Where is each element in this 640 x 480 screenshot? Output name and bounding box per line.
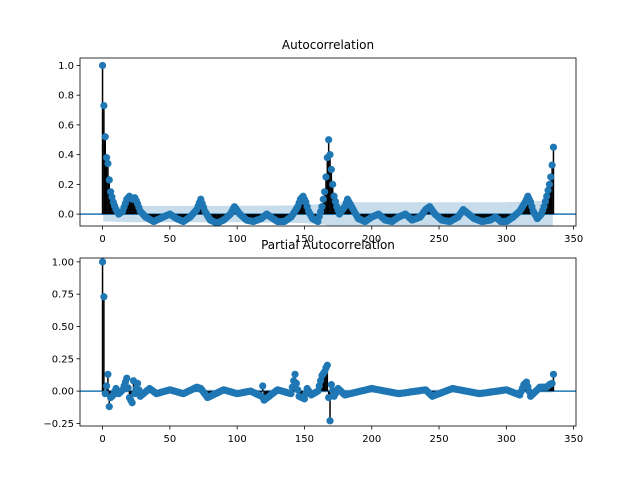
- acf-x-tick-label: 200: [362, 234, 381, 245]
- pacf-plot-area: [80, 258, 576, 425]
- acf-point: [319, 195, 327, 203]
- acf-point: [549, 143, 558, 151]
- acf-panel: 0 50 100 150 200 250 300 350 0.0 0.2 0.4 0.6 0.8 1.0 A…: [58, 38, 583, 245]
- acf-y-tick-label: 1.0: [58, 61, 74, 72]
- acf-point: [104, 159, 112, 168]
- pacf-x-tick-label: 350: [564, 434, 583, 445]
- pacf-point: [100, 293, 108, 301]
- pacf-point: [294, 386, 302, 394]
- acf-point: [100, 101, 108, 110]
- acf-x-tick-label: 250: [429, 234, 448, 245]
- acf-point: [548, 161, 556, 169]
- acf-x-tick-label: 50: [163, 234, 176, 245]
- pacf-panel: 0 50 100 150 200 250 300 350 −0.25 0.00 0.25 0.50 0.…: [43, 238, 583, 445]
- pacf-point: [291, 370, 299, 378]
- pacf-x-tick-label: 250: [429, 434, 448, 445]
- pacf-point: [123, 374, 131, 382]
- pacf-point: [326, 417, 334, 425]
- acf-plot-area: [80, 61, 576, 226]
- acf-point: [326, 151, 334, 159]
- acf-point: [101, 133, 109, 141]
- pacf-x-tick-label: 150: [295, 434, 314, 445]
- acf-point: [547, 173, 555, 181]
- pacf-point: [259, 382, 267, 390]
- pacf-point: [124, 384, 132, 392]
- pacf-point: [133, 379, 142, 387]
- acf-y-tick-label: 0.0: [58, 210, 74, 221]
- acf-x-tick-label: 100: [228, 234, 247, 245]
- pacf-point: [98, 258, 107, 266]
- pacf-point: [548, 379, 556, 387]
- acf-point: [327, 165, 335, 174]
- pacf-point: [323, 361, 331, 369]
- pacf-point: [101, 390, 109, 398]
- pacf-point: [105, 403, 113, 411]
- acf-point: [543, 192, 551, 200]
- acf-y-tick-label: 0.2: [58, 180, 74, 191]
- acf-x-tick-label: 0: [99, 234, 105, 245]
- acf-point: [102, 154, 111, 162]
- pacf-y-tick-label: 0.50: [52, 322, 74, 333]
- pacf-y-tick-label: 0.25: [52, 354, 74, 365]
- acf-x-tick-label: 150: [295, 234, 314, 245]
- acf-point: [322, 173, 330, 181]
- acf-x-tick-label: 300: [497, 234, 516, 245]
- pacf-x-tick-label: 50: [163, 434, 176, 445]
- pacf-point: [549, 370, 558, 378]
- pacf-point: [292, 379, 300, 387]
- acf-x-tick-label: 350: [564, 234, 583, 245]
- pacf-x-tick-label: 300: [497, 434, 516, 445]
- pacf-y-tick-label: 0.75: [52, 290, 74, 301]
- pacf-y-tick-label: 0.00: [52, 387, 74, 398]
- pacf-point: [102, 382, 111, 390]
- pacf-point: [287, 390, 295, 398]
- acf-point: [105, 176, 113, 184]
- acf-y-tick-label: 0.4: [58, 150, 74, 161]
- acf-point: [321, 188, 329, 196]
- pacf-axes-frame: [79, 257, 577, 427]
- acf-y-tick-label: 0.6: [58, 120, 74, 131]
- pacf-point: [128, 399, 136, 407]
- acf-point: [544, 186, 552, 194]
- pacf-point: [325, 393, 333, 402]
- acf-axes-frame: [79, 57, 577, 227]
- pacf-x-tick-label: 100: [228, 434, 247, 445]
- acf-title: Autocorrelation: [282, 38, 374, 52]
- acf-point: [325, 136, 333, 144]
- pacf-x-tick-label: 0: [99, 434, 105, 445]
- acf-point: [329, 180, 337, 188]
- acf-point: [545, 180, 554, 188]
- pacf-x-tick-label: 200: [362, 434, 381, 445]
- pacf-point: [104, 370, 112, 378]
- acf-y-tick-label: 0.8: [58, 91, 74, 102]
- pacf-y-tick-label: 1.00: [52, 257, 74, 268]
- pacf-title: Partial Autocorrelation: [261, 238, 395, 252]
- pacf-point: [327, 381, 335, 389]
- acf-point: [98, 61, 107, 70]
- acf-point: [318, 203, 326, 211]
- pacf-y-tick-label: −0.25: [43, 419, 74, 430]
